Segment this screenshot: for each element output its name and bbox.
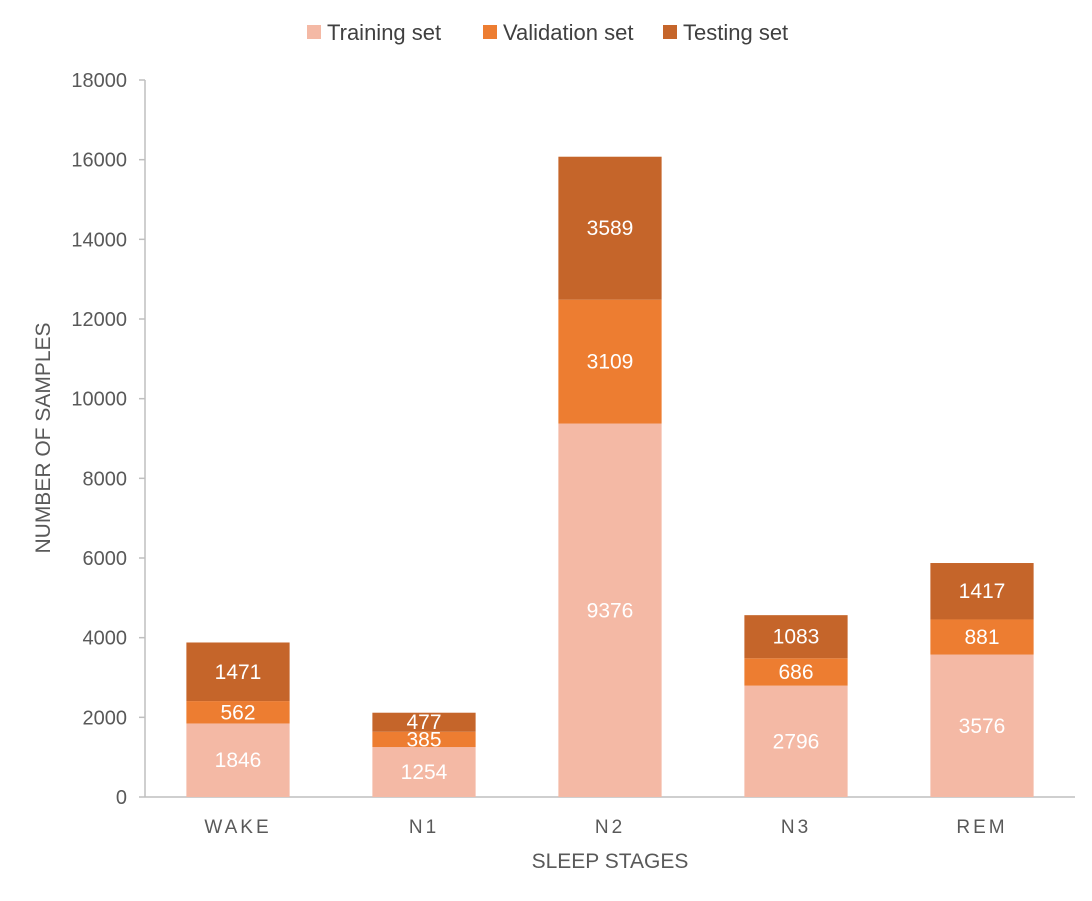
legend: Training set Validation set Testing set [307, 20, 788, 45]
data-label: 3589 [587, 217, 634, 240]
y-tick-label: 14000 [71, 229, 127, 251]
y-tick-label: 16000 [71, 150, 127, 172]
bar-segment [186, 642, 290, 702]
data-label: 1417 [959, 580, 1006, 603]
data-label: 1471 [215, 661, 262, 684]
data-label: 1083 [773, 626, 820, 649]
bar-segment [744, 615, 848, 659]
bar-segment [558, 299, 662, 424]
x-axis-title: SLEEP STAGES [532, 850, 689, 873]
bar-segment [930, 654, 1034, 797]
x-tick-label: N2 [595, 817, 625, 838]
y-tick-label: 2000 [83, 707, 128, 729]
data-label: 2796 [773, 730, 820, 753]
bar-segment [744, 685, 848, 797]
bar-segment [186, 701, 290, 724]
y-tick-label: 12000 [71, 309, 127, 331]
data-label: 1254 [401, 761, 448, 784]
bar-segment [558, 156, 662, 300]
legend-entry: Validation set [503, 20, 633, 45]
data-label: 3576 [959, 715, 1006, 738]
data-label: 385 [406, 728, 441, 751]
data-label: 1846 [215, 749, 262, 772]
bar-segment [372, 747, 476, 797]
y-tick-label: 0 [116, 787, 127, 809]
bar-segment [930, 619, 1034, 655]
y-tick-label: 18000 [71, 70, 127, 92]
y-tick-label: 10000 [71, 389, 127, 411]
y-axis: 0 2000 4000 6000 8000 10000 12000 14000 16000 180… [71, 70, 146, 809]
legend-swatch [663, 25, 677, 39]
x-tick-label: WAKE [204, 817, 271, 838]
bar-segment [744, 658, 848, 686]
data-label: 3109 [587, 351, 634, 374]
bar-segment [558, 423, 662, 797]
x-axis: WAKE N1 N2 N3 REM [145, 796, 1075, 838]
data-label: 562 [220, 701, 255, 724]
bar-segment [186, 723, 290, 797]
y-tick-label: 8000 [83, 468, 128, 490]
bars [186, 156, 1034, 797]
legend-swatch [483, 25, 497, 39]
x-tick-label: N1 [409, 817, 439, 838]
y-axis-title: NUMBER OF SAMPLES [32, 322, 55, 553]
data-label: 686 [778, 661, 813, 684]
data-label: 477 [406, 711, 441, 734]
legend-entry: Training set [327, 20, 441, 45]
data-label: 9376 [587, 599, 634, 622]
bar-segment [372, 731, 476, 748]
legend-entry: Testing set [683, 20, 788, 45]
data-label: 881 [964, 626, 999, 649]
x-tick-label: N3 [781, 817, 811, 838]
bar-segment [930, 563, 1034, 620]
x-tick-label: REM [956, 817, 1007, 838]
bar-segment [372, 712, 476, 732]
legend-swatch [307, 25, 321, 39]
y-tick-label: 4000 [83, 628, 128, 650]
y-tick-label: 6000 [83, 548, 128, 570]
